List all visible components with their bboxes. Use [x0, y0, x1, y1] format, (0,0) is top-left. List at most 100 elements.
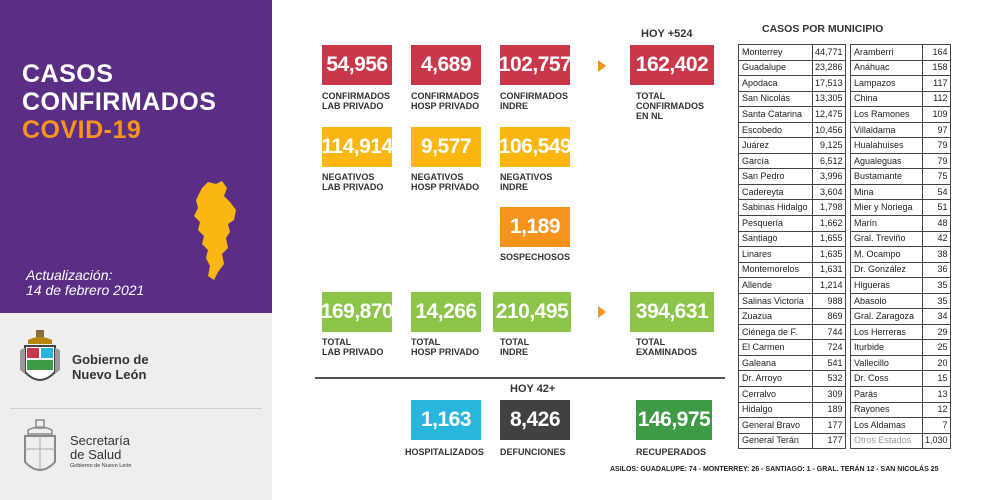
municipio-name: Rayones: [850, 401, 923, 419]
asilos-note: ASILOS: GUADALUPE: 74 - MONTERREY: 26 - …: [610, 466, 939, 473]
municipios-title: CASOS POR MUNICIPIO: [762, 23, 884, 35]
municipio-name: Dr. Coss: [850, 370, 923, 388]
municipio-name: Escobedo: [738, 121, 813, 139]
negativos-hosp-privado-label: NEGATIVOS HOSP PRIVADO: [411, 172, 479, 192]
municipio-name: Hualahuises: [850, 137, 923, 154]
nuevo-leon-map-icon: [192, 180, 238, 287]
label-line: INDRE: [500, 347, 529, 357]
municipio-cases: 48: [922, 215, 951, 232]
total-lab-privado-label: TOTAL LAB PRIVADO: [322, 337, 383, 357]
label-line: EN NL: [636, 111, 663, 121]
municipio-cases: 158: [922, 59, 951, 77]
label-line: HOSP PRIVADO: [411, 182, 480, 192]
total-indre-label: TOTAL INDRE: [500, 337, 529, 357]
municipio-name: Guadalupe: [738, 59, 813, 77]
municipio-row: Montemorelos 1,631: [738, 261, 846, 279]
municipio-name: Cerralvo: [738, 386, 813, 403]
municipio-name: Otros Estados: [850, 432, 923, 450]
municipio-cases: 12,475: [812, 106, 846, 123]
municipio-cases: 3,604: [812, 183, 846, 201]
hospitalizados-label: HOSPITALIZADOS: [405, 447, 484, 457]
municipio-cases: 6,512: [812, 152, 846, 170]
defunciones-value: 8,426: [500, 400, 570, 440]
label-line: LAB PRIVADO: [322, 347, 384, 357]
label-line: HOSP PRIVADO: [411, 101, 480, 111]
municipio-row: Hidalgo 189: [738, 401, 846, 419]
municipio-cases: 541: [812, 354, 846, 372]
municipio-name: San Nicolás: [738, 90, 813, 108]
salud-line-2: de Salud: [70, 447, 122, 462]
municipio-cases: 869: [812, 308, 846, 325]
title-line-3: COVID-19: [22, 116, 142, 144]
municipio-row: Cadereyta 3,604: [738, 183, 846, 201]
municipio-cases: 44,771: [812, 44, 846, 61]
municipio-row: Bustamante 75: [850, 168, 951, 185]
label-line: CONFIRMADOS: [636, 101, 704, 111]
municipio-row: Salinas Victoria 988: [738, 292, 846, 310]
arrow-right-icon: [598, 60, 606, 72]
municipio-row: Marín 48: [850, 215, 951, 232]
label-line: CONFIRMADOS: [322, 91, 390, 101]
municipio-name: Montemorelos: [738, 261, 813, 279]
total-examinados-label: TOTAL EXAMINADOS: [636, 337, 697, 357]
municipio-row: Zuazua 869: [738, 308, 846, 325]
municipio-row: Monterrey 44,771: [738, 44, 846, 61]
municipio-name: Ciénega de F.: [738, 323, 813, 341]
salud-logo-text: Secretaría de Salud Gobierno de Nuevo Le…: [70, 434, 131, 470]
municipio-row: Lampazos 117: [850, 75, 951, 92]
coat-of-arms-icon: [20, 330, 60, 397]
label-line: TOTAL: [411, 337, 441, 347]
page-title: CASOS CONFIRMADOS COVID-19: [22, 60, 216, 144]
municipio-row: Santiago 1,655: [738, 230, 846, 248]
label-line: NEGATIVOS: [411, 172, 464, 182]
label-line: INDRE: [500, 101, 529, 111]
negativos-lab-privado-label: NEGATIVOS LAB PRIVADO: [322, 172, 383, 192]
municipio-cases: 189: [812, 401, 846, 419]
municipio-cases: 1,655: [812, 230, 846, 248]
hospitalizados-value: 1,163: [411, 400, 481, 440]
municipio-row: Dr. González 36: [850, 261, 951, 279]
municipio-row: Santa Catarina 12,475: [738, 106, 846, 123]
municipio-name: Gral. Zaragoza: [850, 308, 923, 325]
municipio-row: Iturbide 25: [850, 339, 951, 356]
recuperados-label: RECUPERADOS: [636, 447, 707, 457]
arrow-right-icon: [598, 306, 606, 318]
negativos-hosp-privado-value: 9,577: [411, 127, 481, 167]
municipio-cases: 54: [922, 183, 951, 201]
municipio-cases: 15: [922, 370, 951, 388]
municipio-cases: 744: [812, 323, 846, 341]
municipio-name: Zuazua: [738, 308, 813, 325]
confirmados-hosp-privado-label: CONFIRMADOS HOSP PRIVADO: [411, 91, 479, 111]
municipio-name: Cadereyta: [738, 183, 813, 201]
municipio-row: Rayones 12: [850, 401, 951, 419]
municipio-cases: 35: [922, 277, 951, 294]
municipios-table-left: Monterrey 44,771 Guadalupe 23,286 Apodaca 17,…: [738, 44, 846, 450]
municipio-cases: 1,635: [812, 246, 846, 263]
municipio-name: Aramberri: [850, 44, 923, 61]
title-line-2: CONFIRMADOS: [22, 88, 217, 116]
municipio-row: Vallecillo 20: [850, 354, 951, 372]
recuperados-value: 146,975: [636, 400, 712, 440]
municipio-name: San Pedro: [738, 168, 813, 185]
municipio-name: General Bravo: [738, 417, 813, 434]
municipio-cases: 109: [922, 106, 951, 123]
municipio-row: Los Herreras 29: [850, 323, 951, 341]
hoy-confirmados: HOY +524: [641, 28, 693, 40]
label-line: NEGATIVOS: [500, 172, 553, 182]
municipio-row: Los Aldamas 7: [850, 417, 951, 434]
municipio-cases: 35: [922, 292, 951, 310]
municipio-row: Parás 13: [850, 386, 951, 403]
municipio-name: Dr. González: [850, 261, 923, 279]
municipio-name: Sabinas Hidalgo: [738, 199, 813, 217]
title-line-1: CASOS: [22, 60, 114, 88]
municipio-cases: 17,513: [812, 75, 846, 92]
municipio-row: San Nicolás 13,305: [738, 90, 846, 108]
municipio-name: Villaldama: [850, 121, 923, 139]
hoy-defunciones: HOY 42+: [510, 383, 556, 395]
municipio-row: Los Ramones 109: [850, 106, 951, 123]
label-line: HOSP PRIVADO: [411, 347, 480, 357]
total-confirmados-label: TOTAL CONFIRMADOS EN NL: [636, 91, 704, 121]
salud-line-3: Gobierno de Nuevo León: [70, 463, 132, 469]
municipio-row: Aramberri 164: [850, 44, 951, 61]
gobierno-logo: Gobierno de Nuevo León: [20, 330, 260, 392]
